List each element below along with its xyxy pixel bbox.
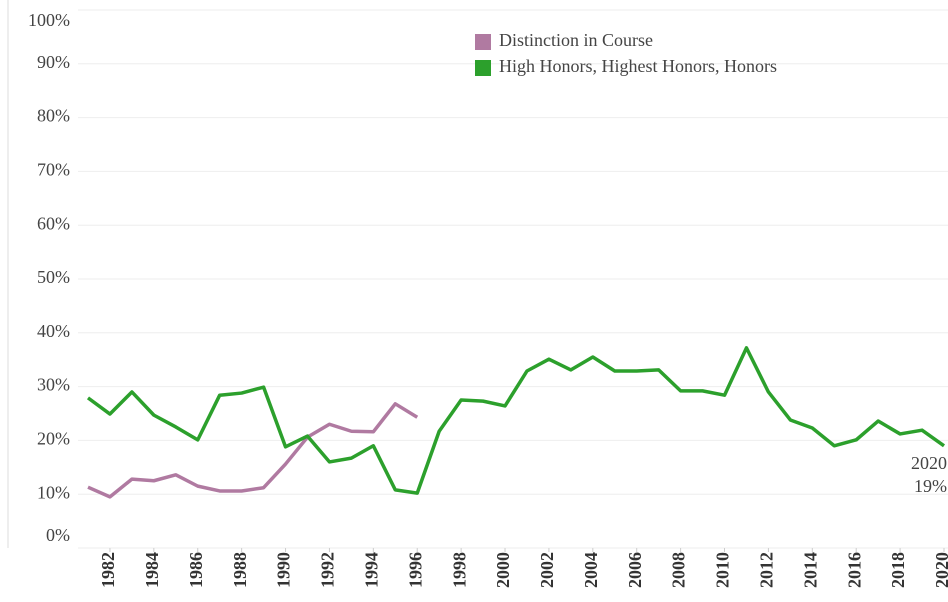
x-tick-label: 1984 [142,552,162,588]
y-tick-label: 20% [37,429,70,449]
y-tick-label: 50% [37,267,70,287]
x-tick-label: 1996 [405,552,425,588]
x-tick-label: 2000 [493,552,513,588]
y-tick-label: 30% [37,375,70,395]
x-tick-label: 1986 [186,552,206,588]
legend-label: High Honors, Highest Honors, Honors [499,56,777,76]
y-tick-label: 100% [28,10,70,30]
y-tick-label: 40% [37,321,70,341]
x-tick-label: 1982 [98,552,118,588]
x-tick-label: 2008 [669,552,689,588]
line [86,346,946,495]
legend-swatch [475,34,491,50]
legend-label: Distinction in Course [499,30,653,50]
y-tick-label: 70% [37,160,70,180]
x-tick-label: 2020 [932,552,948,588]
y-tick-label: 90% [37,52,70,72]
x-tick-label: 2014 [800,552,820,588]
x-tick-label: 1990 [274,552,294,588]
y-tick-label: 80% [37,106,70,126]
x-tick-label: 1994 [361,552,381,588]
y-tick-label: 60% [37,213,70,233]
x-tick-label: 2002 [537,552,557,588]
y-tick-label: 10% [37,482,70,502]
x-tick-label: 2018 [888,552,908,588]
x-tick-label: 2010 [713,552,733,588]
x-tick-label: 2012 [757,552,777,588]
line [87,402,419,499]
x-tick-label: 2016 [844,552,864,588]
x-tick-label: 2004 [581,552,601,588]
annotation: 19% [914,476,947,496]
x-tick-label: 1998 [449,552,469,588]
x-tick-label: 1992 [318,552,338,588]
x-tick-label: 1988 [230,552,250,588]
annotation: 2020 [911,453,947,473]
legend-swatch [475,60,491,76]
y-tick-label: 0% [46,525,70,545]
x-tick-label: 2006 [625,552,645,588]
